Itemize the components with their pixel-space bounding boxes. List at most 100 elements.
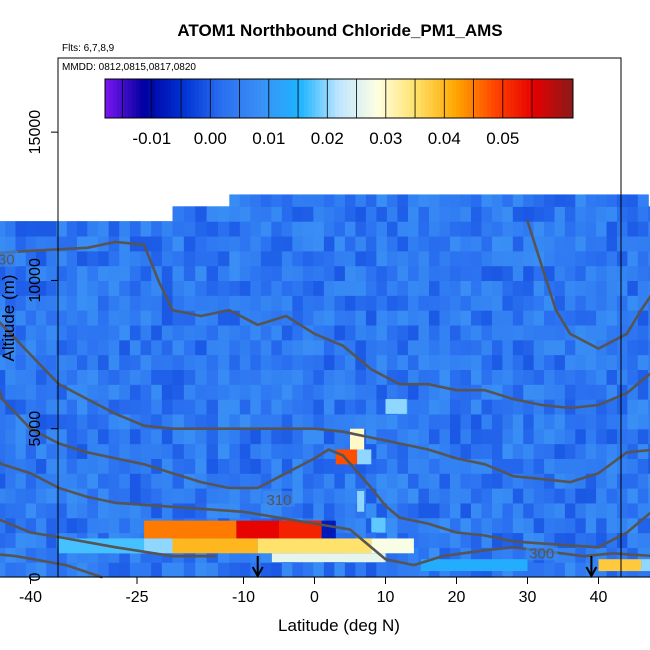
- heatmap-cell: [344, 206, 356, 222]
- heatmap-cell: [365, 473, 378, 489]
- heatmap-cell: [172, 384, 185, 400]
- heatmap-cell: [627, 473, 639, 489]
- heatmap-cell: [250, 295, 262, 311]
- heatmap-cell: [627, 532, 639, 548]
- heatmap-cell: [129, 562, 142, 578]
- heatmap-cell: [407, 502, 420, 519]
- heatmap-cell: [206, 413, 219, 430]
- heatmap-cell: [323, 413, 335, 430]
- heatmap-cell: [596, 221, 608, 237]
- heatmap-cell: [217, 280, 230, 296]
- heatmap-cell: [627, 295, 639, 311]
- heatmap-cell: [271, 369, 283, 385]
- heatmap-cell: [470, 532, 483, 548]
- heatmap-cell: [206, 339, 219, 356]
- heatmap-cell: [0, 399, 6, 415]
- heatmap-cell: [334, 428, 346, 445]
- heatmap-cell: [533, 221, 545, 237]
- heatmap-cell: [648, 221, 650, 237]
- heatmap-cell: [66, 295, 78, 311]
- heatmap-cell: [460, 458, 472, 474]
- heatmap-cell: [119, 458, 131, 474]
- heatmap-cell: [323, 399, 335, 415]
- y-tick-label: 10000: [27, 258, 44, 303]
- heatmap-cell: [151, 369, 163, 385]
- heatmap-cell: [439, 502, 451, 519]
- colorbar-segment: [440, 79, 445, 118]
- heatmap-cell: [439, 473, 451, 489]
- colorbar-segment: [311, 79, 317, 118]
- heatmap-cell: [97, 250, 110, 267]
- heatmap-cell: [239, 547, 251, 563]
- heatmap-cell: [313, 458, 325, 474]
- heatmap-cell: [250, 235, 262, 252]
- heatmap-cell: [183, 235, 196, 252]
- colorbar-segment: [245, 79, 250, 118]
- heatmap-cell: [292, 399, 304, 415]
- heatmap-cell: [355, 399, 367, 415]
- heatmap-cell: [585, 324, 597, 341]
- heatmap-cell: [449, 458, 462, 474]
- heatmap-cell: [575, 413, 587, 430]
- heatmap-cell: [523, 488, 535, 504]
- heatmap-cell: [313, 399, 325, 415]
- heatmap-cell: [195, 562, 208, 578]
- heatmap-cell: [151, 339, 163, 356]
- heatmap-cell: [206, 221, 219, 237]
- heatmap-cell: [616, 221, 628, 237]
- colorbar-segment: [514, 79, 519, 118]
- heatmap-cell: [585, 295, 597, 311]
- heatmap-cell: [97, 443, 110, 459]
- heatmap-cell: [575, 265, 587, 282]
- heatmap-cell: [523, 310, 535, 326]
- colorbar-segment: [335, 79, 340, 118]
- heatmap-cell: [512, 547, 524, 563]
- heatmap-cell: [554, 295, 566, 311]
- colorbar-segment: [327, 79, 332, 118]
- heatmap-cell: [428, 310, 441, 326]
- heatmap-cell: [439, 532, 451, 548]
- heatmap-cell: [637, 413, 649, 430]
- heatmap-cell: [397, 443, 409, 459]
- heatmap-cell: [195, 488, 208, 504]
- heatmap-cell: [533, 458, 545, 474]
- colorbar-segment: [522, 79, 527, 118]
- heatmap-cell: [161, 235, 174, 252]
- heatmap-cell: [172, 354, 185, 370]
- heatmap-cell: [648, 206, 650, 222]
- heatmap-cell: [239, 194, 251, 207]
- heatmap-cell: [616, 310, 628, 326]
- heatmap-cell: [195, 443, 208, 459]
- heatmap-cell: [502, 413, 514, 430]
- heatmap-cell: [183, 206, 196, 222]
- heatmap-cell: [502, 339, 514, 356]
- heatmap-cell: [119, 562, 131, 578]
- heatmap-cell: [250, 384, 262, 400]
- heatmap-cell: [36, 354, 47, 370]
- heatmap-cell: [449, 250, 462, 267]
- heatmap-cell: [460, 413, 472, 430]
- heatmap-cell: [15, 295, 27, 311]
- heatmap-cell: [25, 399, 37, 415]
- heatmap-cell: [195, 295, 208, 311]
- heatmap-hotspot: [236, 520, 279, 539]
- heatmap-cell: [606, 206, 618, 222]
- heatmap-cell: [97, 369, 110, 385]
- heatmap-cell: [77, 473, 88, 489]
- colorbar-segment: [526, 79, 531, 118]
- heatmap-cell: [97, 280, 110, 296]
- heatmap-cell: [25, 324, 37, 341]
- heatmap-cell: [195, 384, 208, 400]
- heatmap-cell: [397, 324, 409, 341]
- heatmap-cell: [260, 547, 272, 563]
- heatmap-cell: [271, 399, 283, 415]
- colorbar-segment: [405, 79, 410, 118]
- heatmap-cell: [596, 280, 608, 296]
- heatmap-cell: [129, 250, 142, 267]
- heatmap-cell: [460, 517, 472, 534]
- heatmap-cell: [523, 473, 535, 489]
- heatmap-cell: [365, 413, 378, 430]
- heatmap-cell: [585, 517, 597, 534]
- heatmap-cell: [554, 547, 566, 563]
